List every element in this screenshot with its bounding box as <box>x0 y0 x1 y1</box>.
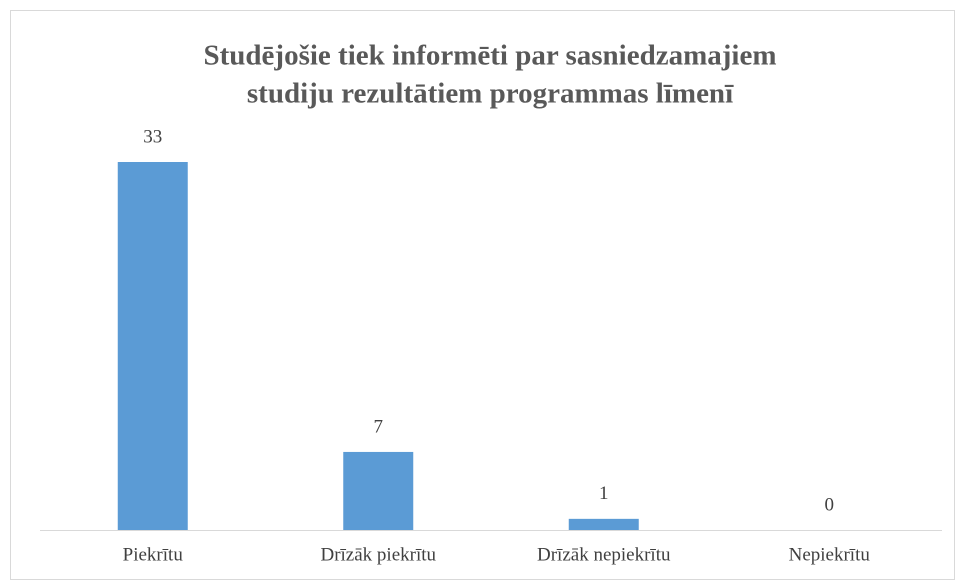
x-tick-label: Piekrītu <box>123 544 184 565</box>
bar <box>568 518 639 530</box>
chart-title: studiju rezultātiem programmas līmenī <box>247 78 734 110</box>
data-label: 7 <box>374 416 384 437</box>
x-tick-label: Drīzāk piekrītu <box>320 544 436 565</box>
x-tick-label: Drīzāk nepiekrītu <box>537 544 671 565</box>
chart-title: Studējošie tiek informēti par sasniedzam… <box>204 40 777 72</box>
data-label: 1 <box>599 483 609 504</box>
bar <box>343 451 414 530</box>
bar <box>117 162 188 530</box>
x-tick-label: Nepiekrītu <box>789 544 871 565</box>
data-label: 33 <box>143 126 162 147</box>
data-label: 0 <box>825 494 835 515</box>
